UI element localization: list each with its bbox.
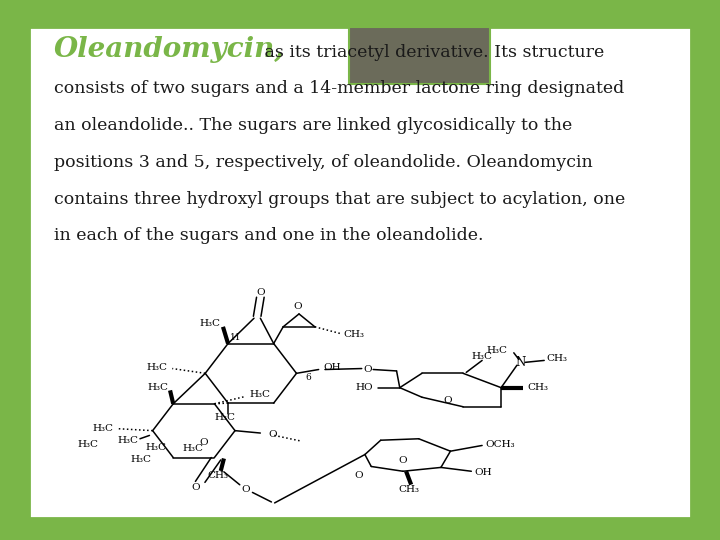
Text: H₃C: H₃C <box>146 363 167 372</box>
Text: CH₃: CH₃ <box>399 485 420 494</box>
Text: H₃C: H₃C <box>183 444 204 454</box>
Text: O: O <box>199 438 207 447</box>
Text: O: O <box>443 396 451 405</box>
Text: CH₃: CH₃ <box>207 471 228 480</box>
Text: O: O <box>294 302 302 311</box>
Text: H₃C: H₃C <box>487 346 508 355</box>
Text: positions 3 and 5, respectively, of oleandolide. Oleandomycin: positions 3 and 5, respectively, of olea… <box>54 154 593 171</box>
Text: HO: HO <box>356 383 373 392</box>
Text: 6: 6 <box>305 373 311 382</box>
Text: H₃C: H₃C <box>215 413 235 422</box>
Text: H₃C: H₃C <box>117 436 139 445</box>
Text: H₃C: H₃C <box>130 455 151 464</box>
Text: consists of two sugars and a 14-member lactone ring designated: consists of two sugars and a 14-member l… <box>54 80 624 97</box>
Text: O: O <box>191 483 199 491</box>
Text: an oleandolide.. The sugars are linked glycosidically to the: an oleandolide.. The sugars are linked g… <box>54 117 572 134</box>
Text: Oleandomycin,: Oleandomycin, <box>54 36 285 63</box>
Text: H₃C: H₃C <box>199 319 220 328</box>
Text: H₃C: H₃C <box>472 352 492 361</box>
Text: O: O <box>242 485 251 494</box>
Text: O: O <box>256 288 265 297</box>
Text: O: O <box>399 456 408 465</box>
Text: O: O <box>268 430 276 439</box>
Text: 11: 11 <box>230 333 241 342</box>
Text: H₃C: H₃C <box>78 441 99 449</box>
Text: H₃C: H₃C <box>146 443 167 451</box>
Text: CH₃: CH₃ <box>343 330 364 340</box>
Text: OH: OH <box>474 468 492 477</box>
Text: H₃C: H₃C <box>249 390 270 399</box>
Text: as its triacetyl derivative. Its structure: as its triacetyl derivative. Its structu… <box>259 44 605 60</box>
Text: H₃C: H₃C <box>92 424 113 433</box>
Text: OH: OH <box>323 363 341 372</box>
Text: OCH₃: OCH₃ <box>485 440 515 449</box>
Text: O: O <box>364 365 372 374</box>
Text: contains three hydroxyl groups that are subject to acylation, one: contains three hydroxyl groups that are … <box>54 191 625 207</box>
Text: O: O <box>354 470 363 480</box>
Text: N: N <box>515 356 526 369</box>
Text: CH₃: CH₃ <box>546 354 568 363</box>
Text: H₃C: H₃C <box>147 382 168 392</box>
Text: in each of the sugars and one in the oleandolide.: in each of the sugars and one in the ole… <box>54 227 484 244</box>
Text: CH₃: CH₃ <box>528 383 549 392</box>
